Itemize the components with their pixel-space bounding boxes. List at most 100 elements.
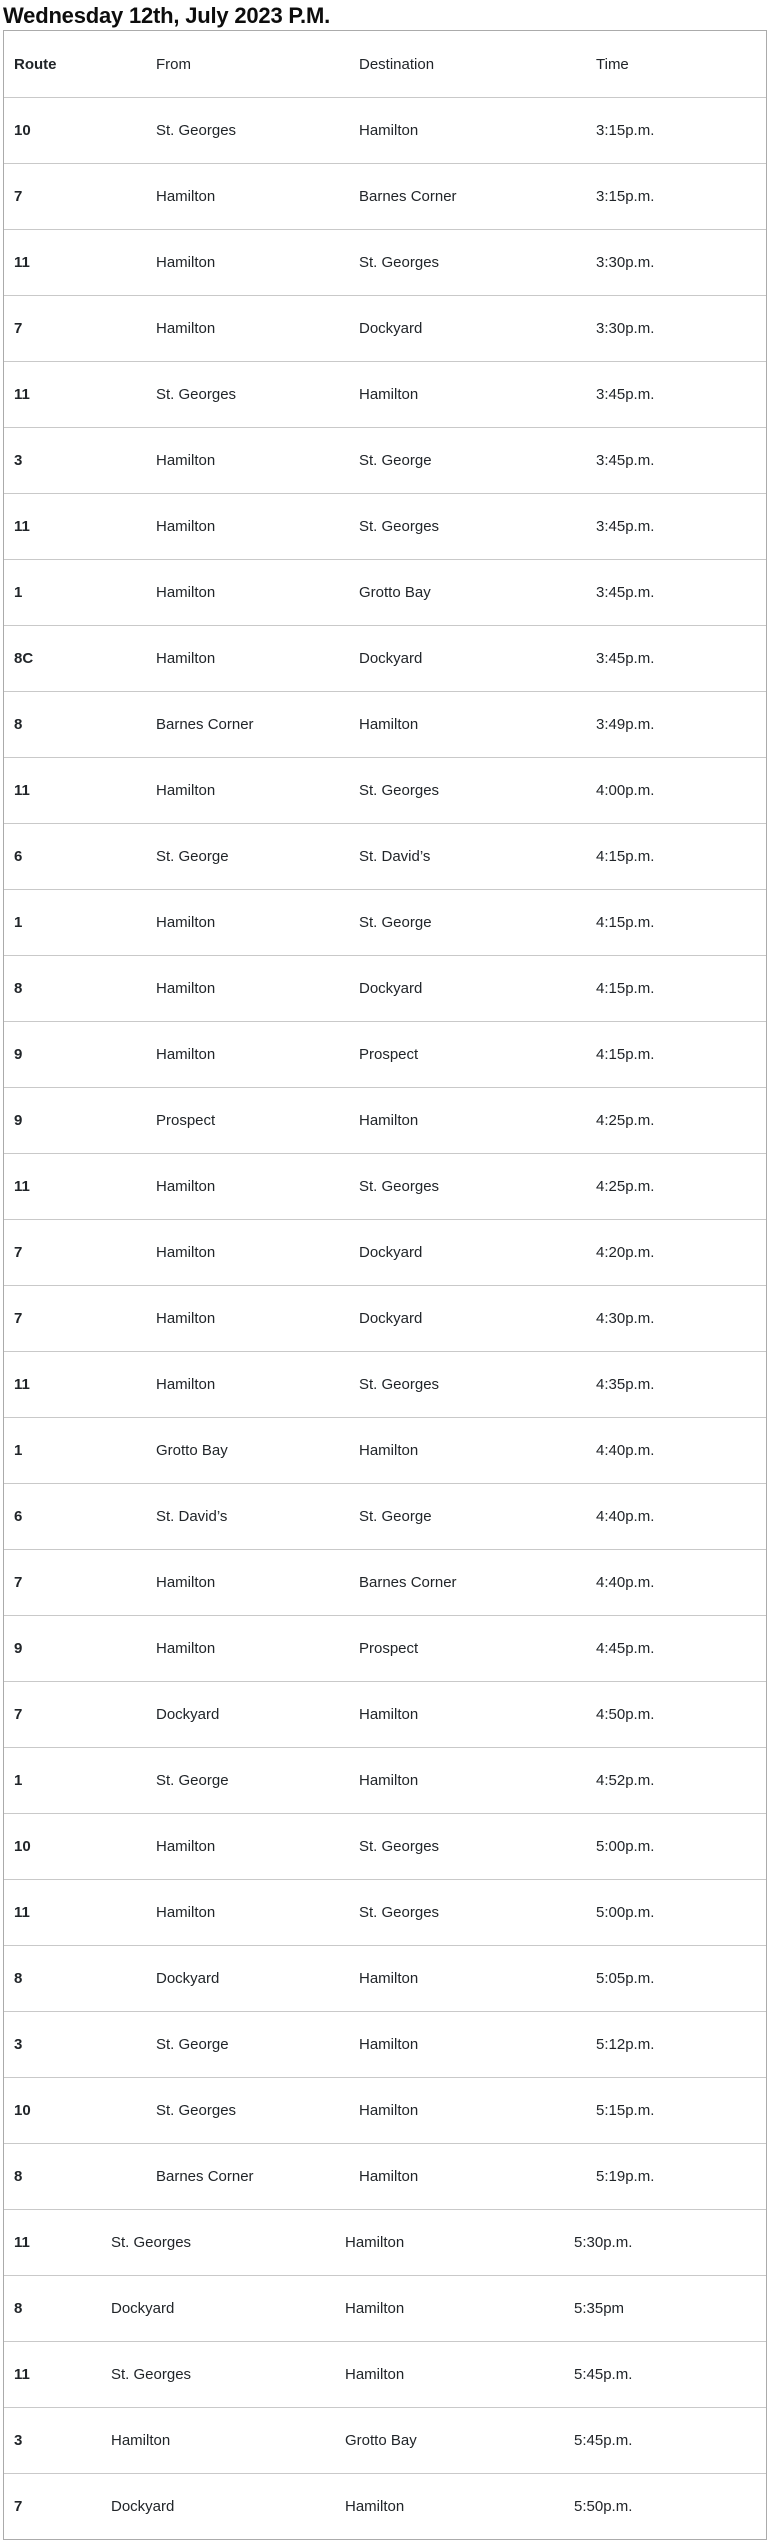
cell-time: 5:19p.m. [596, 2168, 655, 2185]
table-row: 3 Hamilton St. George 3:45p.m. [4, 427, 766, 493]
table-row: 7 Dockyard Hamilton 4:50p.m. [4, 1681, 766, 1747]
cell-destination: St. Georges [359, 1904, 440, 1921]
cell-route: 11 [14, 782, 30, 799]
cell-from: St. David’s [156, 1508, 228, 1525]
cell-route: 6 [14, 848, 23, 865]
cell-route: 8 [14, 1970, 23, 1987]
cell-route: 11 [14, 2366, 30, 2383]
cell-route: 9 [14, 1046, 23, 1063]
cell-route: 11 [14, 254, 30, 271]
cell-from: Hamilton [156, 254, 216, 271]
cell-destination: Hamilton [359, 2102, 419, 2119]
cell-time: 4:20p.m. [596, 1244, 655, 1261]
cell-route: 11 [14, 2234, 30, 2251]
cell-from: Prospect [156, 1112, 216, 1129]
cell-destination: Hamilton [359, 1112, 419, 1129]
cell-destination: Barnes Corner [359, 1574, 457, 1591]
table-row: 9 Hamilton Prospect 4:15p.m. [4, 1021, 766, 1087]
cell-route: 11 [14, 1376, 30, 1393]
cell-destination: Barnes Corner [359, 188, 457, 205]
schedule-table: Route From Destination Time 10 St. George… [3, 30, 767, 2540]
cell-time: 3:30p.m. [596, 320, 655, 337]
cell-time: 4:45p.m. [596, 1640, 655, 1657]
cell-from: St. George [156, 2036, 229, 2053]
table-row: 8 Hamilton Dockyard 4:15p.m. [4, 955, 766, 1021]
table-row: 8C Hamilton Dockyard 3:45p.m. [4, 625, 766, 691]
cell-time: 3:45p.m. [596, 650, 655, 667]
cell-destination: St. Georges [359, 1178, 440, 1195]
cell-time: 3:15p.m. [596, 122, 655, 139]
cell-route: 8 [14, 980, 23, 997]
table-row: 7 Dockyard Hamilton 5:50p.m. [4, 2473, 766, 2539]
cell-from: St. Georges [156, 2102, 237, 2119]
cell-route: 11 [14, 386, 30, 403]
cell-destination: St. George [359, 1508, 432, 1525]
cell-route: 7 [14, 1574, 23, 1591]
cell-route: 7 [14, 2498, 23, 2515]
cell-destination: Grotto Bay [359, 584, 431, 601]
cell-from: Dockyard [156, 1706, 220, 1723]
cell-from: Hamilton [156, 1574, 216, 1591]
cell-from: Barnes Corner [156, 716, 254, 733]
cell-from: Dockyard [111, 2300, 175, 2317]
cell-route: 7 [14, 188, 23, 205]
table-row: 11 Hamilton St. Georges 3:30p.m. [4, 229, 766, 295]
cell-destination: St. Georges [359, 254, 440, 271]
table-row: 6 St. David’s St. George 4:40p.m. [4, 1483, 766, 1549]
cell-time: 4:50p.m. [596, 1706, 655, 1723]
cell-time: 3:49p.m. [596, 716, 655, 733]
cell-time: 5:05p.m. [596, 1970, 655, 1987]
cell-from: St. Georges [156, 122, 237, 139]
cell-destination: Grotto Bay [345, 2432, 417, 2449]
cell-destination: St. Georges [359, 1376, 440, 1393]
table-row: 7 Hamilton Barnes Corner 4:40p.m. [4, 1549, 766, 1615]
cell-time: 5:45p.m. [574, 2366, 633, 2383]
table-row: 9 Hamilton Prospect 4:45p.m. [4, 1615, 766, 1681]
cell-route: 8 [14, 716, 23, 733]
cell-from: Hamilton [156, 1376, 216, 1393]
cell-destination: Hamilton [359, 2036, 419, 2053]
header-from: From [156, 55, 191, 73]
table-row: 3 Hamilton Grotto Bay 5:45p.m. [4, 2407, 766, 2473]
cell-time: 3:45p.m. [596, 584, 655, 601]
table-row: 6 St. George St. David’s 4:15p.m. [4, 823, 766, 889]
cell-time: 4:15p.m. [596, 1046, 655, 1063]
table-row: 11 St. Georges Hamilton 5:45p.m. [4, 2341, 766, 2407]
table-row: 11 Hamilton St. Georges 4:25p.m. [4, 1153, 766, 1219]
table-row: 8 Barnes Corner Hamilton 3:49p.m. [4, 691, 766, 757]
cell-route: 7 [14, 320, 23, 337]
cell-destination: St. George [359, 452, 432, 469]
cell-route: 10 [14, 122, 31, 139]
table-row: 11 St. Georges Hamilton 3:45p.m. [4, 361, 766, 427]
cell-route: 6 [14, 1508, 23, 1525]
cell-route: 9 [14, 1112, 23, 1129]
table-row: 10 Hamilton St. Georges 5:00p.m. [4, 1813, 766, 1879]
cell-from: Dockyard [156, 1970, 220, 1987]
table-row: 11 Hamilton St. Georges 5:00p.m. [4, 1879, 766, 1945]
table-row: 11 Hamilton St. Georges 4:00p.m. [4, 757, 766, 823]
cell-destination: Dockyard [359, 1310, 423, 1327]
table-row: 11 Hamilton St. Georges 3:45p.m. [4, 493, 766, 559]
cell-from: Hamilton [156, 584, 216, 601]
cell-time: 4:15p.m. [596, 914, 655, 931]
schedule-rows: 10 St. Georges Hamilton 3:15p.m. 7 Hamilton Ba… [4, 97, 766, 2539]
cell-from: Hamilton [156, 1178, 216, 1195]
cell-route: 3 [14, 2432, 23, 2449]
cell-route: 11 [14, 518, 30, 535]
header-time: Time [596, 55, 629, 73]
cell-time: 4:25p.m. [596, 1112, 655, 1129]
cell-destination: Hamilton [345, 2300, 405, 2317]
cell-from: St. George [156, 848, 229, 865]
table-header-row: Route From Destination Time [4, 31, 766, 97]
cell-from: Hamilton [156, 1310, 216, 1327]
table-row: 9 Prospect Hamilton 4:25p.m. [4, 1087, 766, 1153]
cell-time: 3:45p.m. [596, 452, 655, 469]
table-row: 8 Dockyard Hamilton 5:35pm [4, 2275, 766, 2341]
cell-from: St. Georges [156, 386, 237, 403]
cell-time: 4:40p.m. [596, 1574, 655, 1591]
cell-route: 8 [14, 2300, 23, 2317]
cell-time: 4:00p.m. [596, 782, 655, 799]
cell-destination: Hamilton [359, 1772, 419, 1789]
table-row: 10 St. Georges Hamilton 5:15p.m. [4, 2077, 766, 2143]
